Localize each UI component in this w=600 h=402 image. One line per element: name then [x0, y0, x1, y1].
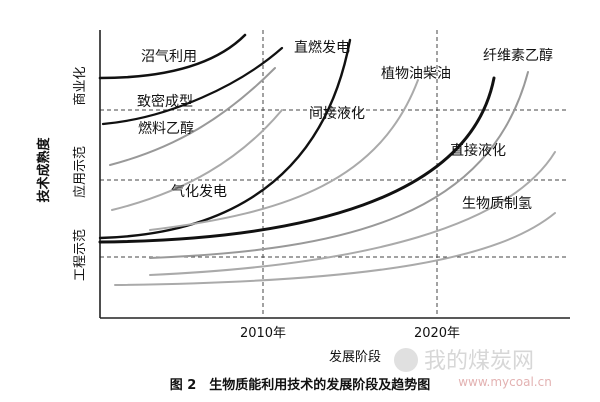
curves: [98, 33, 556, 286]
watermark-url: www.mycoal.cn: [458, 375, 552, 389]
curve-plant-oil-diesel: [98, 76, 496, 244]
curve-indirect-liquefaction: [149, 79, 419, 231]
label-gasification: 气化发电: [171, 184, 227, 200]
curve-labels: 沼气利用 致密成型 燃料乙醇 气化发电 直燃发电 植物油柴油 间接液化 纤维素乙…: [137, 39, 553, 212]
curve-ethanol: [109, 67, 276, 166]
y-level-labels: 工程示范 应用示范 商业化: [72, 66, 88, 281]
y-axis-title: 技术成熟度: [36, 137, 52, 203]
curve-biogas: [98, 33, 247, 80]
watermark: 我的煤炭网 www.mycoal.cn: [394, 348, 552, 389]
x-axis-title: 发展阶段: [329, 349, 381, 365]
curve-briquette: [101, 46, 284, 126]
curve-hydrogen: [114, 212, 556, 286]
label-ethanol: 燃料乙醇: [138, 120, 194, 137]
curve-direct-liquefaction: [149, 151, 556, 276]
watermark-logo: [394, 348, 418, 372]
label-indirect-liquefaction: 间接液化: [309, 105, 365, 122]
label-plant-oil-diesel: 植物油柴油: [381, 66, 451, 82]
label-direct-combustion: 直燃发电: [294, 39, 350, 56]
curve-direct-combustion: [98, 38, 352, 240]
y-level-engineering: 工程示范: [73, 229, 88, 281]
label-hydrogen: 生物质制氢: [462, 196, 532, 212]
y-level-application: 应用示范: [72, 146, 88, 198]
figure-caption: 图 2 生物质能利用技术的发展阶段及趋势图: [170, 377, 431, 393]
x-tick-2010: 2010年: [240, 326, 286, 341]
label-cellulosic-ethanol: 纤维素乙醇: [483, 47, 553, 64]
watermark-text: 我的煤炭网: [424, 349, 534, 374]
y-level-commercial: 商业化: [73, 66, 88, 105]
label-direct-liquefaction: 直接液化: [450, 142, 506, 159]
label-briquette: 致密成型: [137, 93, 193, 110]
x-tick-2020: 2020年: [414, 326, 460, 341]
curve-gasification: [111, 109, 283, 211]
label-biogas: 沼气利用: [141, 49, 197, 65]
curve-cellulosic-ethanol: [149, 71, 529, 259]
